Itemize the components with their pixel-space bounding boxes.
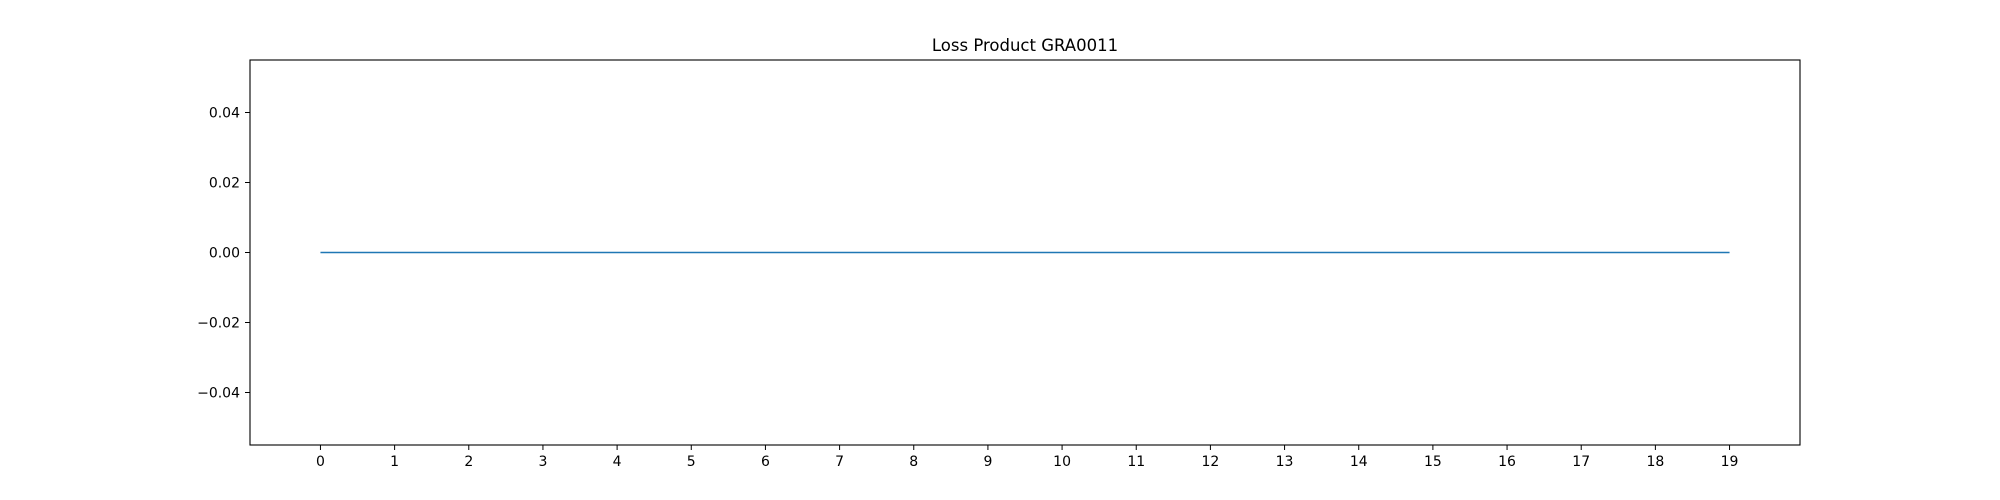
x-tick-label: 3 — [538, 454, 547, 470]
x-tick-label: 15 — [1424, 454, 1442, 470]
x-tick-label: 18 — [1646, 454, 1664, 470]
x-tick-label: 8 — [909, 454, 918, 470]
y-tick-label: 0.00 — [209, 246, 240, 262]
x-tick-label: 5 — [687, 454, 696, 470]
x-tick-label: 0 — [316, 454, 325, 470]
x-tick-label: 4 — [613, 454, 622, 470]
y-tick-label: −0.02 — [197, 316, 240, 332]
x-tick-label: 11 — [1127, 454, 1145, 470]
x-tick-label: 13 — [1276, 454, 1294, 470]
x-tick-label: 6 — [761, 454, 770, 470]
y-tick-label: −0.04 — [197, 386, 240, 402]
x-tick-label: 10 — [1053, 454, 1071, 470]
x-tick-label: 19 — [1721, 454, 1739, 470]
x-tick-label: 9 — [983, 454, 992, 470]
x-axis: 0 1 2 3 4 5 6 7 8 9 10 11 12 13 14 15 16 17 18 19 — [316, 445, 1738, 470]
y-tick-label: 0.04 — [209, 106, 240, 122]
x-tick-label: 7 — [835, 454, 844, 470]
x-tick-label: 17 — [1572, 454, 1590, 470]
y-tick-label: 0.02 — [209, 176, 240, 192]
x-tick-label: 12 — [1201, 454, 1219, 470]
x-tick-label: 16 — [1498, 454, 1516, 470]
x-tick-label: 14 — [1350, 454, 1368, 470]
plot-area-frame — [249, 59, 1801, 446]
x-tick-label: 2 — [464, 454, 473, 470]
x-tick-label: 1 — [390, 454, 399, 470]
y-axis: 0.04 0.02 0.00 −0.02 −0.04 — [197, 106, 250, 402]
chart-title: Loss Product GRA0011 — [932, 36, 1118, 55]
